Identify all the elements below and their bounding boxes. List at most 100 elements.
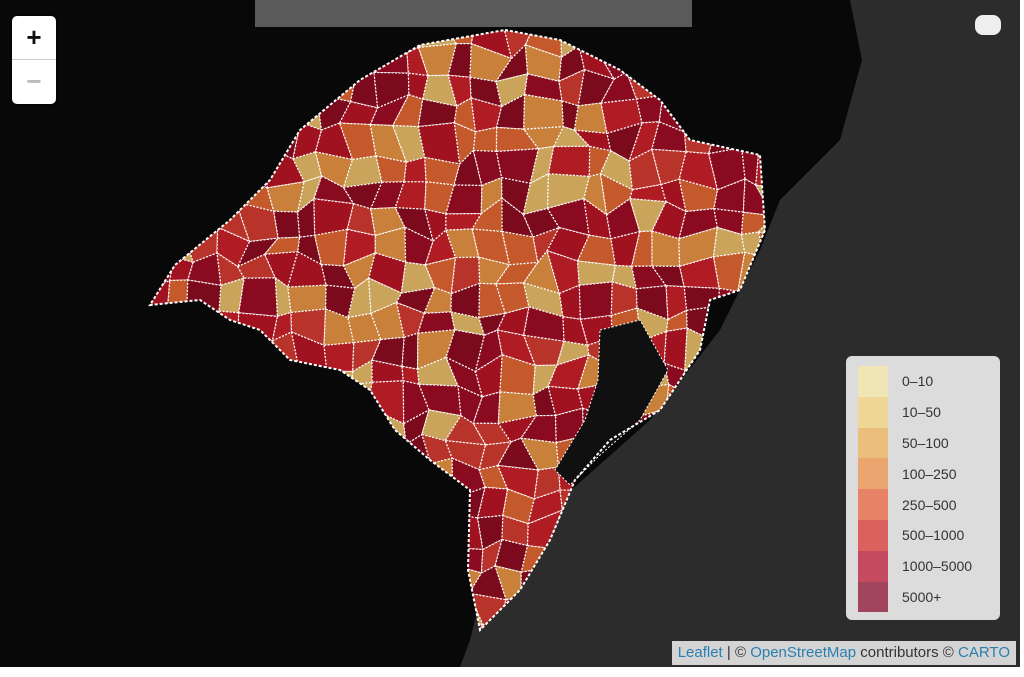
municipality[interactable]: [760, 496, 797, 528]
municipality[interactable]: [728, 564, 766, 605]
municipality[interactable]: [235, 201, 279, 243]
municipality[interactable]: [373, 71, 410, 109]
municipality[interactable]: [730, 513, 765, 543]
municipality[interactable]: [665, 383, 687, 410]
municipality[interactable]: [374, 226, 407, 264]
municipality[interactable]: [546, 536, 591, 577]
municipality[interactable]: [630, 265, 668, 290]
municipality[interactable]: [263, 251, 299, 289]
municipality[interactable]: [758, 357, 797, 392]
municipality[interactable]: [313, 228, 348, 267]
municipality[interactable]: [757, 201, 795, 242]
municipality[interactable]: [584, 574, 613, 604]
municipality[interactable]: [665, 285, 688, 321]
municipality[interactable]: [754, 541, 791, 567]
municipality[interactable]: [629, 198, 667, 233]
municipality[interactable]: [787, 498, 817, 527]
municipality[interactable]: [368, 252, 407, 295]
municipality[interactable]: [478, 464, 509, 490]
municipality[interactable]: [782, 432, 818, 473]
municipality[interactable]: [785, 564, 811, 606]
zoom-in[interactable]: +: [12, 16, 56, 60]
municipality[interactable]: [236, 253, 277, 279]
municipality[interactable]: [658, 599, 689, 631]
municipality[interactable]: [628, 148, 662, 191]
municipality[interactable]: [684, 439, 715, 467]
municipality[interactable]: [684, 391, 720, 409]
municipality[interactable]: [547, 145, 591, 178]
municipality[interactable]: [701, 459, 748, 501]
municipality[interactable]: [712, 535, 743, 580]
municipality[interactable]: [755, 602, 799, 630]
municipality[interactable]: [520, 545, 566, 573]
municipality[interactable]: [757, 282, 796, 317]
municipality[interactable]: [742, 178, 773, 217]
municipality[interactable]: [520, 591, 549, 623]
municipality[interactable]: [527, 489, 564, 525]
municipality[interactable]: [783, 262, 820, 287]
municipality[interactable]: [578, 281, 613, 321]
municipality[interactable]: [394, 206, 435, 243]
municipality[interactable]: [552, 126, 592, 148]
municipality[interactable]: [576, 260, 617, 286]
municipality[interactable]: [497, 414, 538, 443]
municipality[interactable]: [708, 565, 743, 605]
municipality[interactable]: [598, 600, 643, 630]
municipality[interactable]: [494, 43, 529, 83]
municipality[interactable]: [478, 441, 513, 471]
municipality[interactable]: [635, 518, 666, 552]
municipality[interactable]: [702, 407, 746, 451]
municipality[interactable]: [574, 512, 616, 539]
municipality[interactable]: [496, 464, 539, 500]
carto-link[interactable]: CARTO: [958, 644, 1010, 661]
municipality[interactable]: [797, 460, 811, 501]
municipality[interactable]: [287, 284, 327, 314]
municipality[interactable]: [787, 356, 809, 390]
municipality[interactable]: [401, 365, 420, 386]
municipality[interactable]: [472, 126, 498, 153]
municipality[interactable]: [677, 517, 716, 542]
municipality[interactable]: [416, 329, 456, 371]
municipality[interactable]: [797, 340, 811, 370]
municipality[interactable]: [421, 74, 458, 107]
municipality[interactable]: [523, 620, 561, 651]
municipality[interactable]: [651, 148, 687, 186]
municipality[interactable]: [497, 391, 538, 425]
municipality[interactable]: [546, 564, 591, 604]
municipality[interactable]: [734, 306, 768, 344]
municipality[interactable]: [610, 536, 639, 578]
municipality[interactable]: [760, 457, 799, 502]
municipality[interactable]: [369, 93, 411, 127]
municipality[interactable]: [754, 563, 798, 607]
municipality[interactable]: [421, 409, 462, 442]
municipality[interactable]: [600, 472, 643, 494]
municipality[interactable]: [546, 621, 590, 651]
municipality[interactable]: [659, 438, 696, 467]
municipality[interactable]: [740, 211, 773, 236]
municipality[interactable]: [274, 276, 292, 318]
municipality[interactable]: [546, 226, 590, 262]
municipality[interactable]: [702, 390, 742, 412]
municipality[interactable]: [664, 564, 696, 605]
municipality[interactable]: [494, 620, 531, 649]
municipality[interactable]: [704, 513, 733, 544]
municipality[interactable]: [757, 256, 796, 292]
layer-toggle[interactable]: [975, 15, 1001, 35]
municipality[interactable]: [347, 312, 382, 344]
municipality[interactable]: [418, 383, 462, 417]
municipality[interactable]: [314, 122, 354, 161]
municipality[interactable]: [737, 358, 771, 392]
municipality[interactable]: [754, 338, 798, 371]
municipality[interactable]: [683, 459, 720, 495]
municipality[interactable]: [480, 176, 503, 215]
municipality[interactable]: [637, 599, 670, 630]
municipality[interactable]: [546, 591, 586, 626]
leaflet-link[interactable]: Leaflet: [677, 644, 723, 661]
municipality[interactable]: [633, 431, 670, 476]
municipality[interactable]: [350, 359, 373, 386]
municipality[interactable]: [287, 250, 327, 288]
municipality[interactable]: [638, 457, 661, 494]
municipality[interactable]: [478, 256, 511, 285]
municipality[interactable]: [523, 93, 564, 130]
municipality[interactable]: [728, 602, 766, 630]
